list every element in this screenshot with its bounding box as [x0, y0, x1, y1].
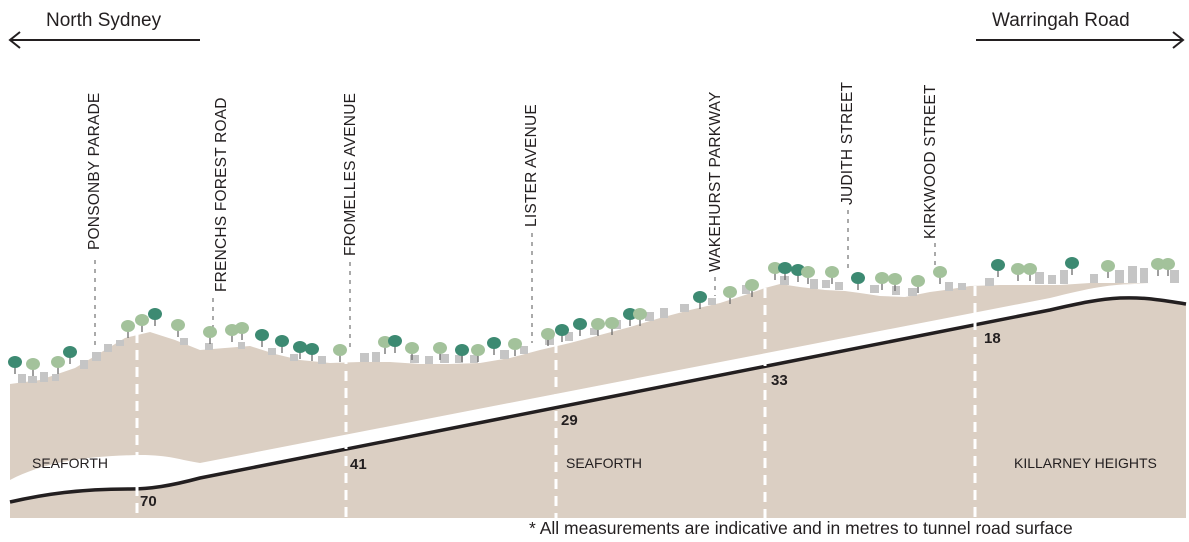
tree-crown	[135, 314, 149, 326]
tree-crown	[1161, 258, 1175, 270]
tree-crown	[623, 308, 637, 320]
tree-crown	[171, 319, 185, 331]
tree-crown	[148, 308, 162, 320]
tree-crown	[51, 356, 65, 368]
tree-crown	[851, 272, 865, 284]
tree-crown	[433, 342, 447, 354]
tree-crown	[508, 338, 522, 350]
tree-crown	[888, 273, 902, 285]
tree-crown	[911, 275, 925, 287]
depth-label-41: 41	[350, 456, 367, 473]
suburb-label-seaforth-central: SEAFORTH	[566, 455, 642, 471]
tree-crown	[541, 328, 555, 340]
footnote: * All measurements are indicative and in…	[529, 518, 1073, 538]
tree-crown	[573, 318, 587, 330]
street-label-ponsonby-parade: PONSONBY PARADE	[86, 92, 103, 250]
tree-crown	[1065, 257, 1079, 269]
arrow-left-icon	[8, 31, 200, 49]
tree-crown	[121, 320, 135, 332]
tree-crown	[1011, 263, 1025, 275]
tree-crown	[1151, 258, 1165, 270]
tree-crown	[723, 286, 737, 298]
tree-crown	[745, 279, 759, 291]
tree-crown	[991, 259, 1005, 271]
measurement-markers	[135, 286, 977, 518]
street-label-kirkwood-street: KIRKWOOD STREET	[922, 84, 939, 239]
tree-crown	[305, 343, 319, 355]
street-label-fromelles-avenue: FROMELLES AVENUE	[342, 92, 359, 256]
tree-crown	[235, 322, 249, 334]
tree-crown	[203, 326, 217, 338]
tree-crown	[471, 344, 485, 356]
suburb-label-killarney-heights: KILLARNEY HEIGHTS	[1014, 455, 1157, 471]
tree-crown	[1101, 260, 1115, 272]
tree-crown	[333, 344, 347, 356]
street-label-judith-street: JUDITH STREET	[839, 81, 856, 205]
tree-crown	[605, 317, 619, 329]
tunnel-void	[10, 284, 1186, 502]
tree-crown	[455, 344, 469, 356]
tree-crown	[293, 341, 307, 353]
tree-crown	[591, 318, 605, 330]
tree-crown	[778, 262, 792, 274]
tree-crown	[875, 272, 889, 284]
tree-crown	[633, 308, 647, 320]
depth-label-18: 18	[984, 330, 1001, 347]
tree-crown	[26, 358, 40, 370]
tree-crown	[825, 266, 839, 278]
direction-label-warringah-road: Warringah Road	[992, 10, 1130, 31]
street-label-wakehurst-parkway: WAKEHURST PARKWAY	[707, 91, 724, 272]
street-leader-lines	[94, 210, 936, 350]
tree-crown	[933, 266, 947, 278]
depth-label-29: 29	[561, 412, 578, 429]
tree-crown	[1023, 263, 1037, 275]
trees	[8, 257, 1175, 376]
tunnel-road-line	[9, 296, 1187, 504]
tree-crown	[255, 329, 269, 341]
arrow-right-icon	[976, 31, 1185, 49]
street-label-frenchs-forest-road: FRENCHS FOREST ROAD	[213, 97, 230, 292]
tree-crown	[768, 262, 782, 274]
depth-label-33: 33	[771, 372, 788, 389]
tree-crown	[555, 324, 569, 336]
tree-crown	[275, 335, 289, 347]
tree-crown	[8, 356, 22, 368]
depth-label-70: 70	[140, 493, 157, 510]
tree-crown	[388, 335, 402, 347]
street-label-lister-avenue: LISTER AVENUE	[523, 104, 540, 227]
tree-crown	[693, 291, 707, 303]
tree-crown	[405, 342, 419, 354]
tree-crown	[487, 337, 501, 349]
tree-crown	[801, 266, 815, 278]
tree-crown	[63, 346, 77, 358]
direction-label-north-sydney: North Sydney	[46, 10, 162, 31]
suburb-label-seaforth-west: SEAFORTH	[32, 455, 108, 471]
